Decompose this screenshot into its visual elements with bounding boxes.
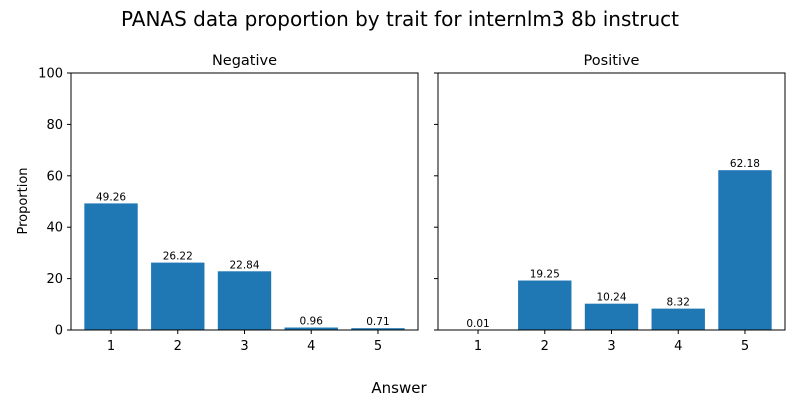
x-tick-label: 1 <box>107 339 115 354</box>
y-axis-label: Proportion <box>16 167 31 234</box>
x-tick-label: 4 <box>674 339 682 354</box>
x-tick-label: 3 <box>240 339 248 354</box>
data-label: 0.71 <box>366 316 389 328</box>
y-tick-label: 80 <box>46 118 63 133</box>
bar <box>651 308 705 330</box>
subplots: 49.26 26.22 22.84 0.96 0.71 1 2 3 4 5 0 20 40 60 80 100… <box>38 53 786 354</box>
bar <box>584 303 639 330</box>
subplot-1: 49.26 26.22 22.84 0.96 0.71 1 2 3 4 5 0 20 40 60 80 100… <box>38 53 419 354</box>
data-label: 19.25 <box>530 269 560 281</box>
bar <box>351 328 405 330</box>
x-tick-label: 5 <box>374 339 382 354</box>
y-tick-label: 40 <box>46 221 63 236</box>
subplot-title: Positive <box>584 53 640 69</box>
y-tick-label: 20 <box>46 272 63 287</box>
x-tick-label: 2 <box>541 339 549 354</box>
data-label: 8.32 <box>667 297 690 309</box>
bar <box>718 170 772 330</box>
x-tick-label: 3 <box>607 339 615 354</box>
data-label: 49.26 <box>96 191 126 203</box>
data-label: 10.24 <box>596 292 626 304</box>
x-tick-label: 1 <box>474 339 482 354</box>
x-tick-label: 2 <box>174 339 182 354</box>
data-label: 62.18 <box>730 158 760 170</box>
data-label: 26.22 <box>163 251 193 263</box>
subplot-title: Negative <box>212 53 277 69</box>
x-tick-label: 5 <box>741 339 749 354</box>
bar <box>84 203 138 330</box>
chart-title: PANAS data proportion by trait for inter… <box>121 7 679 31</box>
x-axis-label: Answer <box>371 379 427 397</box>
bar <box>518 280 572 330</box>
y-tick-label: 0 <box>55 324 63 339</box>
bar <box>217 271 272 330</box>
data-label: 22.84 <box>229 259 259 271</box>
bar <box>151 262 205 330</box>
bar <box>284 327 338 330</box>
data-label: 0.96 <box>300 316 324 328</box>
y-tick-label: 60 <box>46 169 63 184</box>
x-tick-label: 4 <box>307 339 315 354</box>
data-label: 0.01 <box>466 318 489 330</box>
y-tick-label: 100 <box>38 67 63 82</box>
subplot-2: 0.01 19.25 10.24 8.32 62.18 1 2 3 4 5 Positive <box>434 53 786 354</box>
